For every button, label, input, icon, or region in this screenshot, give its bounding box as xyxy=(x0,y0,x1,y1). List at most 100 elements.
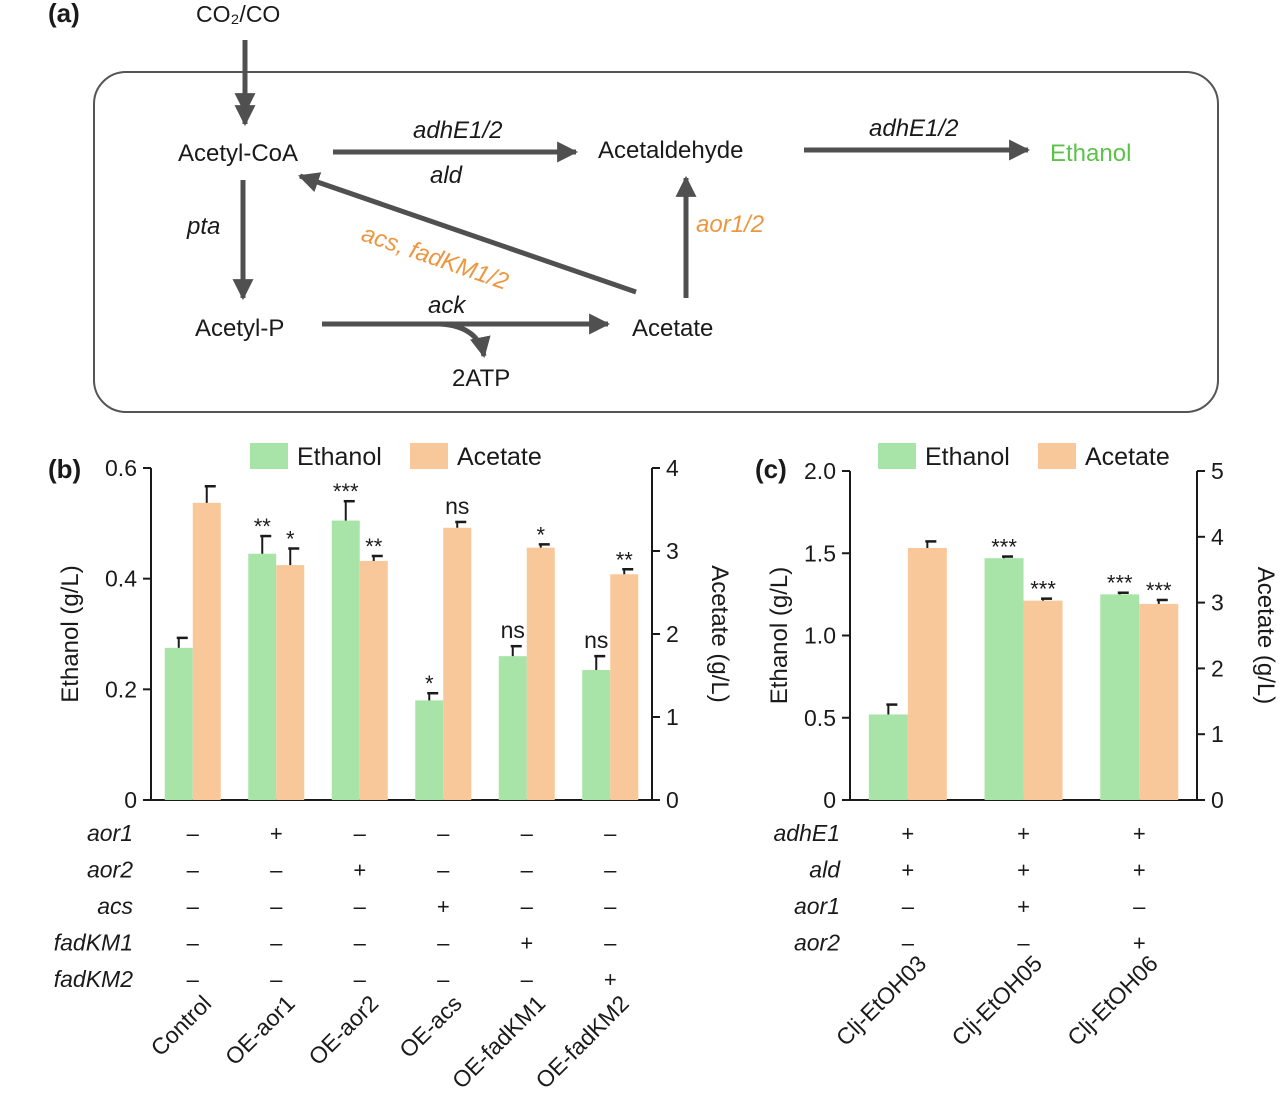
category-label: OE-aor1 xyxy=(220,990,300,1070)
significance-ethanol: ns xyxy=(501,617,525,643)
y-tick-label-right: 5 xyxy=(1211,458,1224,484)
bar-ethanol xyxy=(331,520,360,800)
bar-acetate xyxy=(1139,603,1179,800)
genotype-row-label: fadKM2 xyxy=(54,966,133,992)
y-tick-label-left: 0.5 xyxy=(804,705,836,731)
bar-ethanol xyxy=(498,656,527,800)
legend-label-ethanol: Ethanol xyxy=(925,443,1010,471)
panel-label-b: (b) xyxy=(48,454,81,484)
significance-acetate: * xyxy=(536,522,545,547)
node-acetate: Acetate xyxy=(632,315,713,342)
category-label: Clj-EtOH06 xyxy=(1062,950,1163,1051)
bar-ethanol xyxy=(868,714,908,800)
y-tick-label-left: 0.2 xyxy=(105,676,137,702)
category-label: OE-aor2 xyxy=(303,990,383,1070)
genotype-mark: – xyxy=(604,894,617,919)
genotype-mark: + xyxy=(520,931,533,956)
genotype-row-label: ald xyxy=(809,857,841,883)
genotype-mark: – xyxy=(521,858,534,883)
genotype-mark: – xyxy=(604,821,617,846)
y-tick-label-right: 4 xyxy=(666,455,679,481)
y-tick-label-right: 0 xyxy=(1211,787,1224,813)
y-axis-label-right: Acetate (g/L) xyxy=(1252,567,1279,704)
enzyme-acs-fadkm: acs, fadKM1/2 xyxy=(358,220,512,295)
bar-ethanol xyxy=(415,700,444,800)
genotype-mark: + xyxy=(437,894,450,919)
significance-acetate: ns xyxy=(445,493,469,519)
y-tick-label-right: 4 xyxy=(1211,524,1224,550)
genotype-mark: – xyxy=(354,931,367,956)
genotype-row-label: aor2 xyxy=(794,930,840,956)
significance-ethanol: ** xyxy=(254,514,272,539)
enzyme-adhe-1: adhE1/2 xyxy=(413,117,502,144)
y-tick-label-left: 0 xyxy=(124,787,137,813)
category-label: OE-acs xyxy=(394,990,467,1063)
bar-group: ns * xyxy=(498,522,555,800)
y-tick-label-right: 0 xyxy=(666,787,679,813)
significance-acetate: ** xyxy=(365,534,383,559)
y-tick-label-right: 3 xyxy=(1211,590,1224,616)
node-atp: 2ATP xyxy=(452,365,510,392)
y-tick-label-right: 2 xyxy=(1211,655,1224,681)
bar-ethanol xyxy=(1100,594,1140,800)
y-tick-label-right: 1 xyxy=(666,704,679,730)
y-tick-label-right: 2 xyxy=(666,621,679,647)
bar-group: *** *** xyxy=(1100,571,1179,800)
significance-acetate: *** xyxy=(1146,578,1172,603)
genotype-mark: – xyxy=(437,967,450,992)
genotype-mark: – xyxy=(521,967,534,992)
bar-group: ***** xyxy=(331,479,388,800)
genotype-mark: – xyxy=(521,894,534,919)
significance-acetate: ** xyxy=(616,547,634,572)
legend-label-acetate: Acetate xyxy=(1085,443,1170,471)
panel-label-a: (a) xyxy=(48,0,80,28)
genotype-mark: + xyxy=(1133,821,1146,846)
enzyme-adhe-2: adhE1/2 xyxy=(869,115,958,142)
genotype-mark: + xyxy=(1017,858,1030,883)
y-tick-label-left: 0 xyxy=(823,787,836,813)
legend-swatch-ethanol xyxy=(878,443,916,469)
bar-ethanol xyxy=(248,553,277,800)
enzyme-aor: aor1/2 xyxy=(696,211,764,238)
cell-boundary xyxy=(93,71,1219,413)
bar-acetate xyxy=(276,565,305,800)
y-axis-label-left: Ethanol (g/L) xyxy=(766,567,793,704)
genotype-mark: – xyxy=(187,821,200,846)
genotype-mark: – xyxy=(187,858,200,883)
legend-swatch-ethanol xyxy=(250,443,288,469)
genotype-mark: – xyxy=(354,821,367,846)
bar-ethanol xyxy=(984,558,1024,800)
bar-group: *** *** xyxy=(984,535,1063,800)
genotype-mark: – xyxy=(270,894,283,919)
legend-swatch-acetate xyxy=(410,443,448,469)
y-axis-label-left: Ethanol (g/L) xyxy=(57,565,84,702)
genotype-mark: + xyxy=(353,858,366,883)
y-tick-label-left: 2.0 xyxy=(804,458,836,484)
genotype-row-label: acs xyxy=(97,893,133,919)
significance-acetate: * xyxy=(286,527,295,552)
genotype-row-label: fadKM1 xyxy=(54,930,133,956)
genotype-mark: – xyxy=(270,931,283,956)
legend-label-acetate: Acetate xyxy=(457,443,542,471)
y-tick-label-right: 3 xyxy=(666,538,679,564)
legend-swatch-acetate xyxy=(1038,443,1076,469)
genotype-mark: + xyxy=(270,821,283,846)
bar-group: ** * xyxy=(248,514,305,800)
arrow-acetate-to-acetyl-coa xyxy=(298,172,637,295)
genotype-row-label: adhE1 xyxy=(773,820,840,846)
bar-ethanol xyxy=(164,647,193,800)
genotype-mark: + xyxy=(604,967,617,992)
legend-label-ethanol: Ethanol xyxy=(297,443,382,471)
genotype-mark: – xyxy=(604,931,617,956)
bar-acetate xyxy=(526,547,555,800)
genotype-row-label: aor1 xyxy=(794,893,840,919)
bar-acetate xyxy=(907,547,947,800)
genotype-mark: – xyxy=(187,931,200,956)
genotype-mark: – xyxy=(437,821,450,846)
significance-ethanol: *** xyxy=(333,479,359,504)
bar-acetate xyxy=(610,574,639,800)
genotype-mark: + xyxy=(1017,894,1030,919)
genotype-mark: + xyxy=(1133,931,1146,956)
genotype-row-label: aor2 xyxy=(87,857,133,883)
bar-group xyxy=(164,485,221,800)
